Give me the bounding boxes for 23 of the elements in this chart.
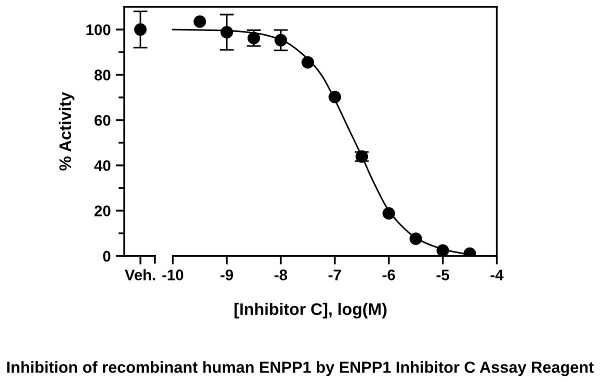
- y-tick-label: 20: [94, 206, 110, 216]
- point: [194, 15, 206, 28]
- x-tick-label: -5: [436, 270, 450, 280]
- y-tick-label: 0: [103, 250, 110, 262]
- point: [436, 244, 450, 256]
- x-tick-label: -10: [162, 270, 184, 280]
- y-tick-label: 100: [86, 24, 110, 36]
- x-tick-label: -4: [490, 270, 504, 280]
- x-tick-label: -8: [274, 270, 288, 280]
- point: [302, 56, 314, 69]
- y-tick-label: 80: [94, 70, 110, 80]
- y-tick-label: 60: [94, 114, 110, 126]
- x-tick-label: -6: [382, 270, 396, 280]
- x-tick-label: -7: [328, 270, 341, 280]
- point: [410, 232, 422, 245]
- text: Inhibition of recombinant human ENPP1 by ENPP1 Inhibitor C Assay Reagent: [7, 361, 594, 376]
- x-axis-title: [Inhibitor C], log(M): [234, 302, 387, 318]
- point: [382, 207, 396, 220]
- point: [328, 90, 342, 104]
- x-tick-label: Veh.: [124, 269, 156, 280]
- y-tick-label: 40: [94, 160, 110, 172]
- x-tick-label: -9: [220, 270, 234, 280]
- y-axis-title: % Activity: [58, 92, 74, 171]
